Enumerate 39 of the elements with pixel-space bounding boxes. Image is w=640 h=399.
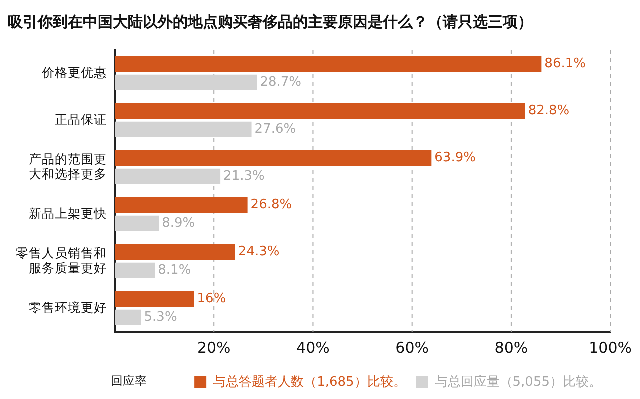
bar xyxy=(115,216,160,232)
data-label: 82.8% xyxy=(528,104,570,119)
bar xyxy=(115,244,236,260)
x-tick-label: 60% xyxy=(396,338,430,357)
bar xyxy=(115,56,542,72)
data-label: 28.7% xyxy=(260,75,302,90)
data-label: 24.3% xyxy=(238,244,280,260)
bar xyxy=(115,122,252,138)
y-tick-label: 零售人员销售和服务质量更好 xyxy=(16,245,107,276)
bar xyxy=(115,292,194,308)
data-label: 27.6% xyxy=(254,122,296,138)
data-label: 8.9% xyxy=(162,216,196,232)
x-tick-label: 80% xyxy=(494,338,528,357)
data-label: 86.1% xyxy=(544,56,586,72)
data-label: 5.3% xyxy=(144,310,178,326)
y-tick-label: 零售环境更好 xyxy=(29,300,107,315)
data-label: 63.9% xyxy=(434,150,476,166)
bar xyxy=(115,104,526,120)
data-label: 21.3% xyxy=(224,169,265,184)
bar xyxy=(115,150,432,166)
bar xyxy=(115,198,248,214)
x-tick-label: 40% xyxy=(296,338,330,357)
y-tick-label: 价格更优惠 xyxy=(41,64,107,80)
data-label: 16% xyxy=(197,292,226,307)
x-tick-label: 20% xyxy=(197,338,231,357)
chart-title: 吸引你到在中国大陆以外的地点购买奢侈品的主要原因是什么？（请只选三项） xyxy=(8,12,533,31)
legend-label: 与总回应量（5,055）比较。 xyxy=(434,374,602,390)
bar xyxy=(115,310,142,326)
y-tick-label: 新品上架更快 xyxy=(29,206,107,221)
bar xyxy=(115,74,258,90)
x-tick-label: 100% xyxy=(589,338,632,357)
y-tick-label: 产品的范围更大和选择更多 xyxy=(29,151,107,182)
legend-label: 与总答题者人数（1,685）比较。 xyxy=(213,374,406,390)
bar xyxy=(115,262,156,278)
data-label: 8.1% xyxy=(158,263,192,278)
bar xyxy=(115,168,221,184)
y-tick-label: 正品保证 xyxy=(55,112,107,127)
data-label: 26.8% xyxy=(250,198,292,213)
x-axis-title: 回应率 xyxy=(111,374,147,388)
